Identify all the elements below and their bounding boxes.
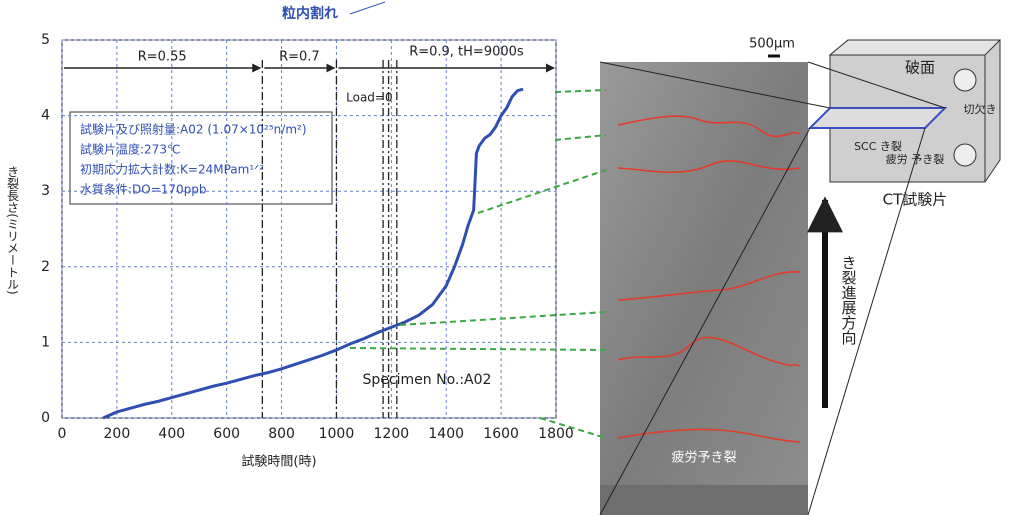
x-tick-label: 1000 [319, 426, 355, 442]
photo-base [600, 485, 808, 515]
specimen-label: Specimen No.:A02 [363, 372, 492, 388]
x-tick-label: 0 [58, 426, 67, 442]
info-line: 試験片及び照射量:A02 (1.07×10²⁵n/m²) [80, 122, 307, 137]
direction-label: き裂進展方向 [840, 255, 858, 345]
y-axis-label: き裂長さ(ミリメートル) [6, 165, 20, 295]
y-tick-label: 1 [41, 334, 50, 350]
x-tick-label: 1800 [538, 426, 574, 442]
y-tick-label: 4 [41, 108, 50, 124]
scc-label: SCC き裂 [854, 140, 902, 153]
x-tick-label: 1400 [428, 426, 464, 442]
header-label: 粒内割れ [282, 5, 338, 22]
fracture-plane [810, 108, 945, 128]
x-axis-label: 試験時間(時) [241, 454, 316, 470]
region-label: R=0.55 [138, 50, 187, 65]
y-tick-label: 5 [41, 32, 50, 48]
info-line: 水質条件:DO=170ppb [80, 182, 207, 197]
diagram-title: CT試験片 [883, 191, 948, 209]
pointer [350, 2, 385, 14]
scale-label: 500μm [749, 37, 795, 52]
ct-top [830, 40, 1000, 55]
info-line: 試験片温度:273℃ [80, 142, 180, 157]
load-label: Load=0 [346, 91, 392, 105]
x-tick-label: 400 [158, 426, 185, 442]
pin-hole [954, 69, 976, 91]
connector [400, 312, 606, 325]
connector [555, 135, 606, 140]
photo-label: 疲労予き裂 [671, 450, 736, 466]
fatigue-label: 疲労 予き裂 [886, 152, 945, 166]
region-label: R=0.7 [279, 50, 320, 65]
x-tick-label: 200 [104, 426, 131, 442]
region-label: R=0.9, tH=9000s [409, 45, 524, 60]
x-tick-label: 800 [268, 426, 295, 442]
fracture-photo [600, 62, 808, 515]
x-tick-label: 1600 [483, 426, 519, 442]
x-tick-label: 1200 [374, 426, 410, 442]
connector [555, 90, 606, 92]
y-tick-label: 3 [41, 183, 50, 199]
notch-label: 切欠き [964, 102, 997, 116]
fracture-label: 破面 [905, 59, 935, 77]
y-tick-label: 0 [41, 410, 50, 426]
pin-hole [954, 144, 976, 166]
y-tick-label: 2 [41, 259, 50, 275]
info-line: 初期応力拡大計数:K=24MPam¹ᐟ² [80, 162, 264, 177]
x-tick-label: 600 [213, 426, 240, 442]
figure: 粒内割れ 500μm 疲労予き裂 き裂進展方向 破面 切欠き SCC き裂 疲労… [0, 0, 1012, 515]
